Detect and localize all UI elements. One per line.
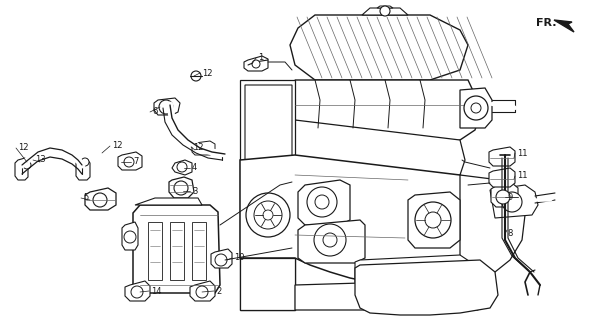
Text: 5: 5	[83, 194, 89, 203]
Circle shape	[252, 60, 260, 68]
Circle shape	[215, 254, 227, 266]
Polygon shape	[298, 180, 350, 225]
Polygon shape	[245, 85, 292, 232]
Polygon shape	[295, 120, 465, 185]
Polygon shape	[491, 183, 518, 207]
Circle shape	[131, 286, 143, 298]
Circle shape	[502, 192, 522, 212]
Polygon shape	[298, 220, 365, 263]
Polygon shape	[169, 177, 194, 198]
Polygon shape	[192, 222, 206, 280]
Text: 14: 14	[151, 286, 161, 295]
Polygon shape	[490, 185, 538, 218]
Polygon shape	[554, 20, 574, 32]
Polygon shape	[240, 80, 295, 310]
Circle shape	[93, 193, 107, 207]
Circle shape	[124, 157, 134, 167]
Circle shape	[323, 233, 337, 247]
Polygon shape	[172, 160, 192, 175]
Circle shape	[425, 212, 441, 228]
Circle shape	[464, 96, 488, 120]
Polygon shape	[489, 147, 515, 166]
Polygon shape	[15, 158, 28, 180]
Circle shape	[174, 181, 188, 195]
Polygon shape	[148, 222, 162, 280]
Polygon shape	[355, 260, 498, 315]
Circle shape	[471, 103, 481, 113]
Polygon shape	[295, 280, 478, 310]
Text: 9: 9	[507, 193, 512, 202]
Circle shape	[159, 100, 173, 114]
Polygon shape	[85, 188, 116, 210]
Polygon shape	[170, 222, 184, 280]
Circle shape	[196, 286, 208, 298]
Text: 6: 6	[152, 108, 157, 116]
Polygon shape	[122, 222, 138, 250]
Circle shape	[415, 202, 451, 238]
Circle shape	[496, 190, 510, 204]
Polygon shape	[154, 98, 180, 115]
Circle shape	[380, 6, 390, 16]
Text: 3: 3	[192, 187, 197, 196]
Polygon shape	[377, 6, 393, 8]
Text: 12: 12	[112, 141, 123, 150]
Circle shape	[315, 195, 329, 209]
Text: 12: 12	[18, 143, 29, 153]
Polygon shape	[76, 159, 90, 180]
Text: FR.: FR.	[536, 18, 557, 28]
Polygon shape	[290, 15, 468, 80]
Circle shape	[177, 162, 187, 172]
Circle shape	[81, 158, 89, 166]
Polygon shape	[355, 255, 476, 292]
Circle shape	[307, 187, 337, 217]
Text: 12: 12	[193, 142, 203, 151]
Text: 12: 12	[202, 68, 212, 77]
Circle shape	[314, 224, 346, 256]
Text: 2: 2	[216, 286, 221, 295]
Polygon shape	[460, 175, 525, 278]
Circle shape	[23, 161, 31, 169]
Polygon shape	[190, 281, 215, 301]
Circle shape	[263, 210, 273, 220]
Text: 10: 10	[234, 253, 245, 262]
Polygon shape	[460, 88, 492, 128]
Text: 11: 11	[517, 148, 527, 157]
Polygon shape	[362, 8, 408, 15]
Polygon shape	[192, 141, 215, 155]
Polygon shape	[408, 192, 460, 248]
Text: 1: 1	[258, 53, 263, 62]
Circle shape	[191, 71, 201, 81]
Polygon shape	[240, 258, 295, 310]
Text: 7: 7	[133, 157, 138, 166]
Text: 11: 11	[517, 172, 527, 180]
Circle shape	[124, 231, 136, 243]
Polygon shape	[118, 152, 142, 170]
Polygon shape	[135, 198, 202, 205]
Polygon shape	[244, 56, 268, 71]
Polygon shape	[295, 80, 480, 145]
Circle shape	[246, 193, 290, 237]
Text: 13: 13	[35, 156, 45, 164]
Polygon shape	[489, 168, 515, 187]
Text: 4: 4	[192, 164, 197, 172]
Polygon shape	[125, 281, 150, 301]
Text: 8: 8	[507, 229, 512, 238]
Polygon shape	[211, 249, 232, 268]
Polygon shape	[133, 205, 220, 293]
Polygon shape	[240, 155, 500, 285]
Circle shape	[254, 201, 282, 229]
